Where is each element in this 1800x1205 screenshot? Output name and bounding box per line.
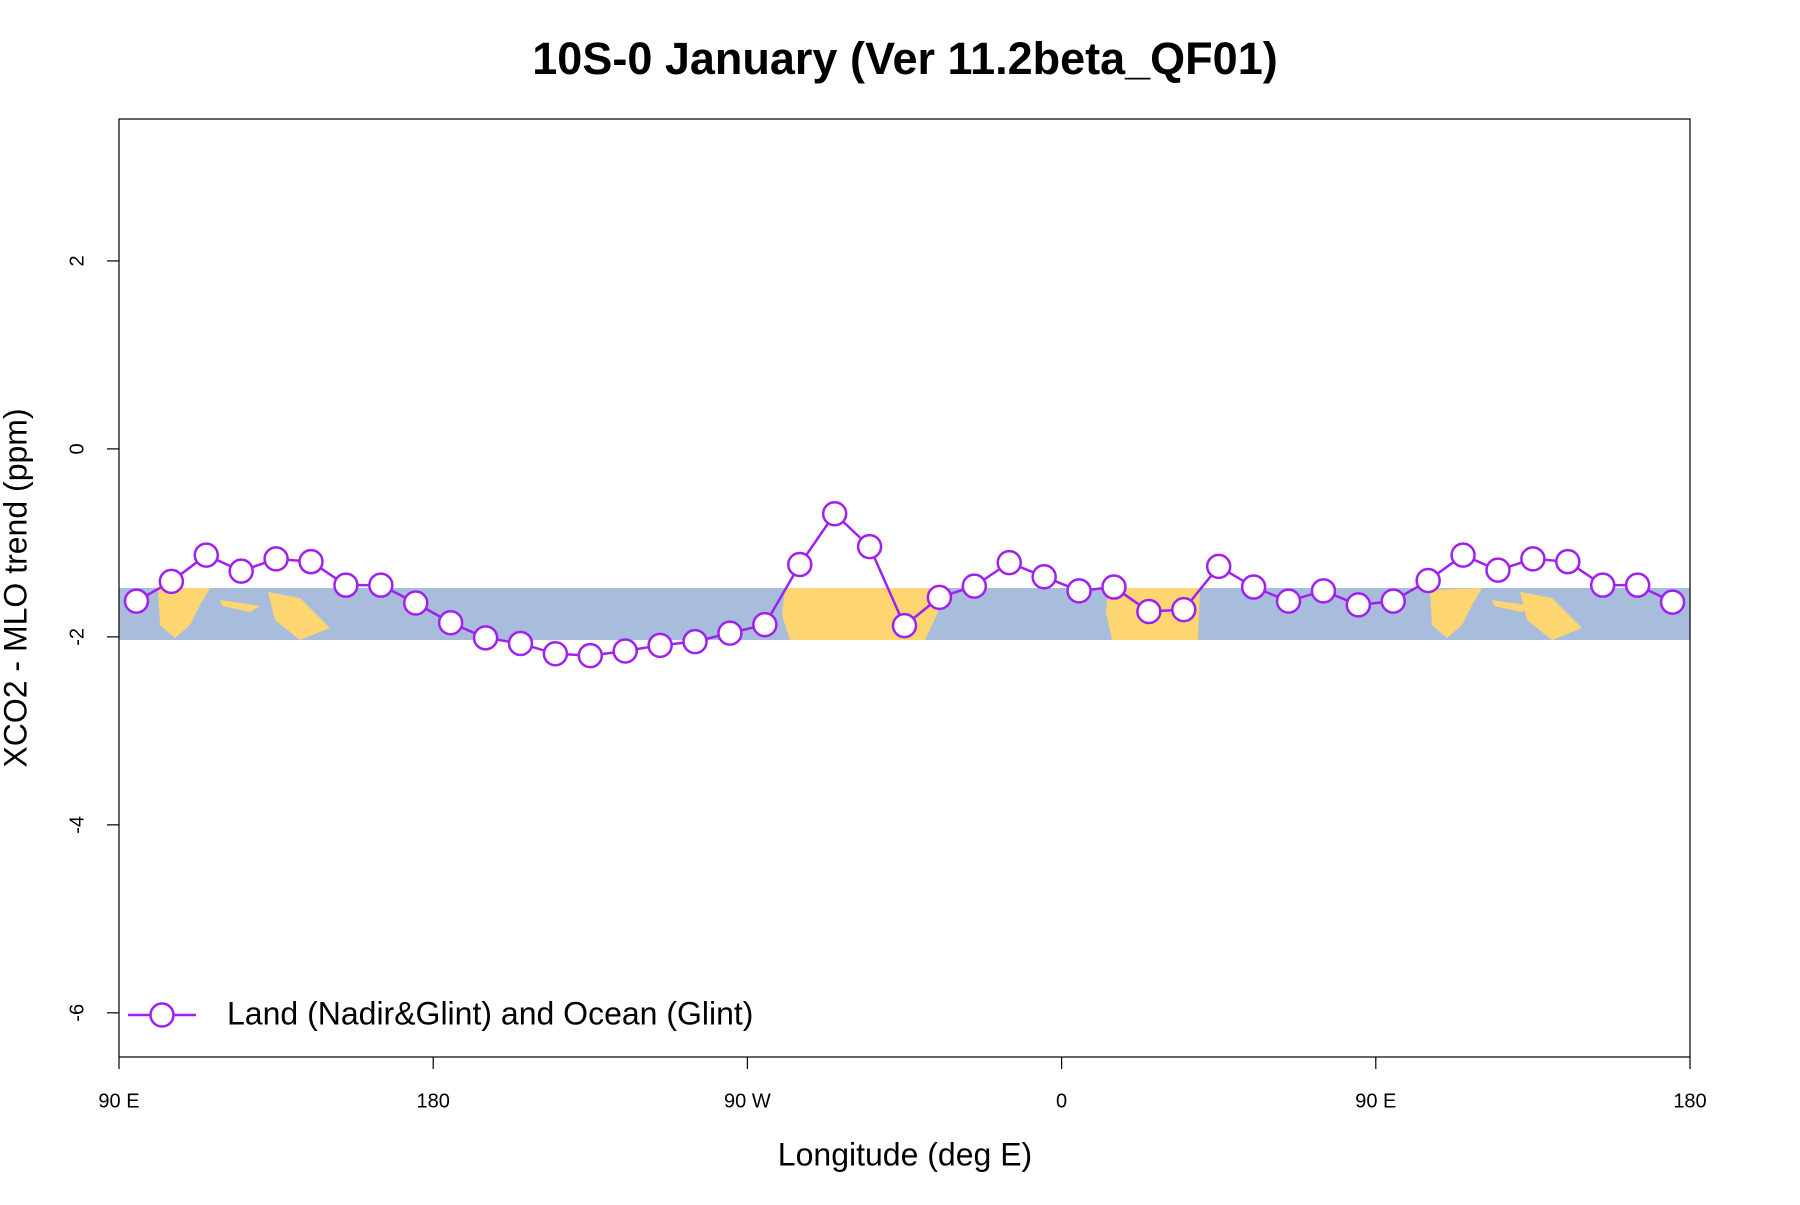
data-point [1380,588,1407,614]
data-point [1520,546,1546,572]
data-point [1136,598,1162,625]
data-point [1345,592,1372,618]
data-point [1415,567,1441,594]
data-point [1205,553,1232,580]
data-point [507,630,534,657]
data-point [577,642,604,669]
data-point [821,500,848,527]
data-point [682,628,708,655]
data-point [542,641,569,667]
x-tick-label: 180 [1673,1090,1706,1112]
data-point [1624,572,1651,598]
data-point [263,546,289,572]
data-point [961,573,988,599]
data-point [1589,572,1616,598]
data-point [856,533,883,560]
data-point [1310,578,1337,604]
data-point [1240,574,1267,600]
data-point [752,611,778,638]
data-point [612,638,638,664]
plot-frame [118,118,1691,1058]
data-point [193,542,220,568]
data-point [1101,574,1127,600]
data-point [717,620,743,646]
data-point [647,632,673,659]
land-patch [158,588,330,640]
x-tick-label: 90 E [1355,1090,1396,1112]
data-point [472,625,499,651]
data-point [333,572,359,598]
y-tick-label: -6 [66,1004,88,1022]
data-point [368,572,394,598]
data-point [228,558,254,584]
data-point [402,590,429,616]
data-point [1450,542,1476,568]
x-tick-label: 180 [417,1090,450,1112]
data-point [926,584,953,611]
x-axis-label: Longitude (deg E) [778,1136,1032,1172]
legend-marker [149,1002,175,1028]
data-point [1485,557,1511,583]
data-point [123,588,150,614]
y-tick-label: 2 [66,255,88,266]
data-point [1275,588,1302,614]
legend-label: Land (Nadir&Glint) and Ocean (Glint) [227,995,753,1031]
land-patch [1430,588,1582,640]
chart-title: 10S-0 January (Ver 11.2beta_QF01) [532,33,1277,84]
y-tick-label: -4 [66,816,88,834]
data-point [437,610,464,636]
data-point [1066,578,1092,604]
x-tick-label: 90 E [98,1090,139,1112]
data-point [891,612,918,639]
data-point [298,548,324,575]
x-tick-label: 0 [1056,1090,1067,1112]
data-point [1659,589,1686,615]
data-point [1031,563,1057,590]
data-point [787,551,813,578]
data-point [1555,548,1581,575]
y-tick-label: -2 [66,628,88,646]
data-point [996,549,1022,576]
data-point [1171,596,1197,623]
y-axis-label: XCO2 - MLO trend (ppm) [0,408,33,767]
x-tick-label: 90 W [724,1090,771,1112]
data-point [158,568,185,595]
y-tick-label: 0 [66,443,88,454]
